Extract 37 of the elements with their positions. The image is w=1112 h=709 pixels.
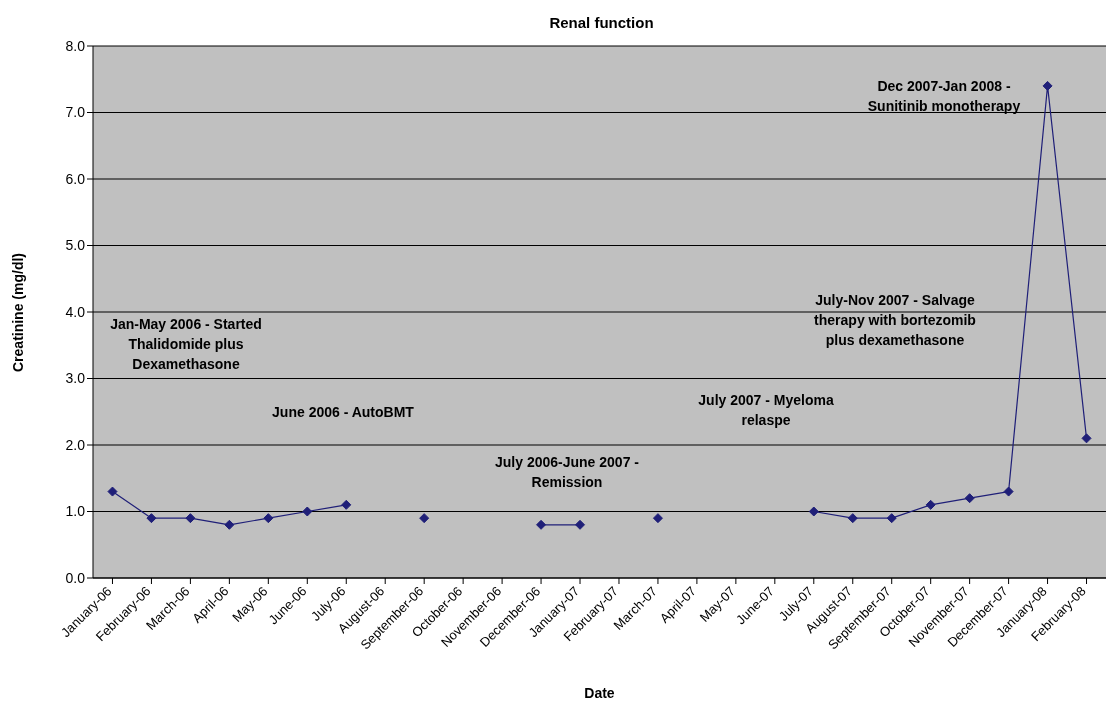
point (107, 486, 118, 497)
y-tick-label: 0.0 (65, 569, 86, 586)
y-axis-title: Creatinine (mg/dl) (9, 252, 26, 372)
point (886, 513, 897, 524)
y-tick-label: 1.0 (65, 503, 86, 520)
point (419, 513, 430, 524)
point (575, 519, 586, 530)
x-axis-title: Date (584, 685, 615, 701)
point (925, 499, 936, 510)
point (302, 506, 313, 517)
annotation: Dec 2007-Jan 2008 - Sunitinib monotherapy (866, 77, 1022, 116)
point (1081, 433, 1092, 444)
y-tick-label: 2.0 (65, 436, 86, 453)
point (652, 513, 663, 524)
chart-title: Renal function (548, 14, 655, 31)
annotation: July-Nov 2007 - Salvage therapy with bortezomib plus dexamethasone (813, 291, 977, 350)
y-tick-label: 5.0 (65, 237, 86, 254)
y-tick-label: 4.0 (65, 303, 86, 320)
point (146, 513, 157, 524)
point (964, 493, 975, 504)
point (224, 519, 235, 530)
point (185, 513, 196, 524)
point (341, 499, 352, 510)
point (808, 506, 819, 517)
y-tick-label: 7.0 (65, 104, 86, 121)
annotation: June 2006 - AutoBMT (271, 403, 415, 422)
annotation: July 2007 - Myeloma relaspe (697, 391, 835, 430)
y-tick-label: 3.0 (65, 370, 86, 387)
point (536, 519, 547, 530)
y-tick-label: 8.0 (65, 37, 86, 54)
point (847, 513, 858, 524)
annotation: Jan-May 2006 - Started Thalidomide plus Dexamethasone (110, 316, 262, 372)
point (1042, 80, 1053, 91)
annotation: July 2006-June 2007 - Remission (494, 453, 640, 492)
y-tick-label: 6.0 (65, 170, 86, 187)
point (1003, 486, 1014, 497)
point (263, 513, 274, 524)
